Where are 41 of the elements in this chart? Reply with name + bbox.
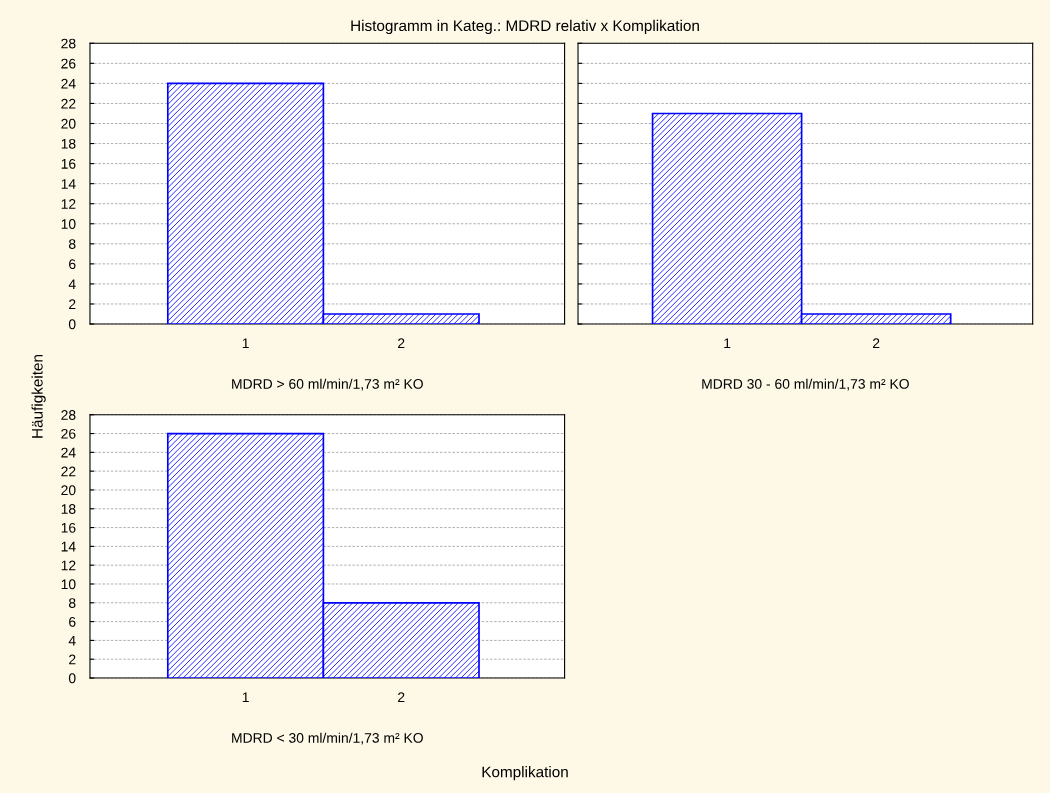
- y-tick-label: 28: [61, 38, 76, 49]
- y-tick-label: 2: [69, 299, 76, 309]
- x-tick-label: 1: [242, 692, 249, 702]
- y-tick-label: 8: [68, 598, 76, 608]
- y-tick-label: 4: [68, 635, 76, 646]
- x-axis-title: MDRD > 60 ml/min/1,73 m² KO: [232, 378, 423, 391]
- x-tick-label: 2: [872, 338, 880, 348]
- y-tick-label: 26: [61, 428, 76, 439]
- text: Komplikation: [482, 766, 568, 781]
- y-tick-label: 4: [68, 279, 76, 289]
- y-tick-label: 2: [69, 654, 76, 665]
- y-tick-label: 0: [68, 319, 76, 330]
- y-tick-label: 12: [61, 560, 76, 571]
- y-tick-label: 24: [61, 447, 76, 458]
- x-tick-label: 1: [724, 338, 731, 348]
- y-tick-label: 12: [61, 199, 76, 209]
- y-tick-label: 20: [61, 118, 76, 129]
- y-tick-label: 16: [61, 158, 76, 169]
- x-axis-title: MDRD 30 - 60 ml/min/1,73 m² KO: [702, 378, 909, 391]
- y-tick-label: 22: [61, 98, 76, 109]
- y-tick-label: 14: [61, 179, 76, 189]
- y-tick-label: 6: [69, 616, 76, 627]
- chart-title: Histogramm in Kateg.: MDRD relativ x Komplikation: [351, 19, 699, 35]
- y-tick-label: 10: [61, 219, 76, 229]
- y-tick-label: 8: [68, 239, 76, 249]
- x-tick-label: 1: [242, 338, 249, 348]
- y-axis-title: Häufigkeiten: [31, 355, 46, 438]
- x-axis-title: MDRD < 30 ml/min/1,73 m² KO: [232, 732, 423, 745]
- y-tick-label: 26: [61, 58, 76, 69]
- y-tick-label: 6: [69, 259, 76, 270]
- y-tick-label: 22: [61, 466, 76, 477]
- y-tick-label: 10: [61, 579, 76, 590]
- y-tick-label: 24: [61, 78, 76, 89]
- y-tick-label: 16: [61, 522, 76, 533]
- y-tick-label: 28: [61, 410, 76, 420]
- y-tick-label: 20: [61, 485, 76, 496]
- y-tick-label: 18: [61, 504, 76, 514]
- x-tick-label: 2: [398, 338, 405, 348]
- y-tick-label: 0: [68, 673, 76, 684]
- y-tick-label: 14: [61, 541, 76, 552]
- y-tick-label: 18: [61, 138, 76, 149]
